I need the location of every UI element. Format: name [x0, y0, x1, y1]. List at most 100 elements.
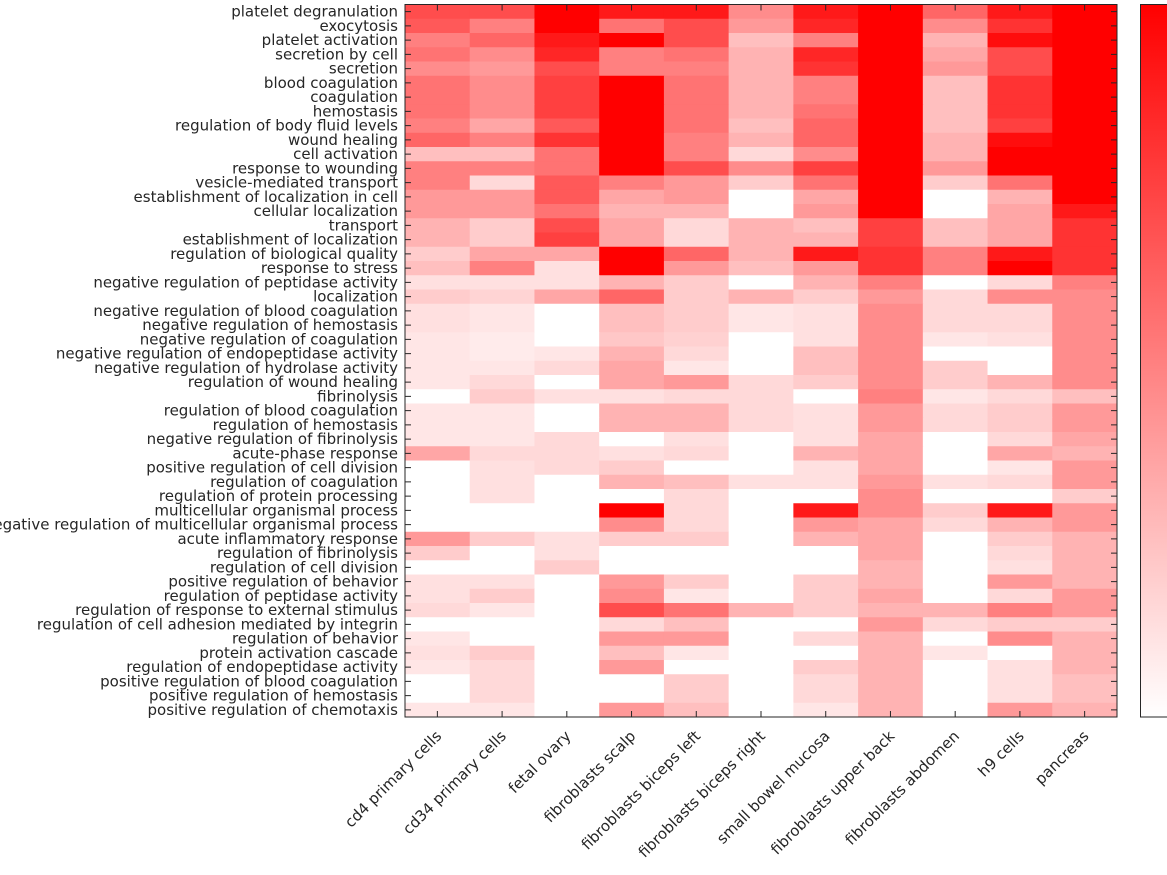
heatmap-cell [599, 503, 665, 518]
heatmap-cell [858, 660, 924, 675]
heatmap-cell [599, 61, 665, 77]
heatmap-cell [405, 688, 471, 704]
heatmap-cell [534, 617, 600, 632]
heatmap-cell [793, 702, 859, 718]
heatmap-cell [1052, 617, 1118, 632]
heatmap-cell [987, 232, 1053, 248]
row-label: fibrinolysis [317, 387, 398, 405]
heatmap-cell [793, 546, 859, 561]
heatmap-cell [922, 688, 989, 704]
heatmap-cell [922, 204, 989, 219]
heatmap-cell [1052, 4, 1118, 20]
row-label: multicellular organismal process [154, 501, 398, 519]
heatmap-cell [922, 403, 989, 419]
heatmap-cell [728, 303, 794, 319]
heatmap-cell [599, 104, 665, 119]
heatmap-cell [858, 303, 924, 319]
row-label: establishment of localization in cell [134, 188, 398, 206]
heatmap-cell [405, 603, 471, 618]
heatmap-cell [469, 688, 535, 704]
heatmap-cell [858, 432, 924, 447]
heatmap-cell [534, 531, 600, 547]
heatmap-cell [728, 218, 794, 233]
row-label: regulation of cell division [210, 558, 398, 576]
heatmap-cell [922, 346, 989, 362]
row-label: negative regulation of coagulation [140, 330, 398, 348]
heatmap-cell [599, 318, 665, 333]
heatmap-cell [663, 218, 730, 233]
heatmap-cell [534, 603, 600, 618]
heatmap-cell [793, 660, 859, 675]
heatmap-cell [793, 403, 859, 419]
heatmap-cell [728, 546, 794, 561]
heatmap-cell [728, 403, 794, 419]
heatmap-cell [663, 332, 730, 347]
heatmap-cell [469, 332, 535, 347]
heatmap-cell [599, 232, 665, 248]
heatmap-cell [599, 446, 665, 461]
heatmap-cell [793, 603, 859, 618]
heatmap-cell [1052, 688, 1118, 704]
heatmap-cell [1052, 33, 1118, 48]
heatmap-cell [728, 332, 794, 347]
heatmap-cell [858, 702, 924, 718]
heatmap-cell [987, 688, 1053, 704]
heatmap-cell [987, 631, 1053, 647]
heatmap-cell [987, 403, 1053, 419]
heatmap-cell [534, 360, 600, 376]
heatmap-cell [728, 246, 794, 262]
plot-frame [404, 4, 1118, 718]
row-label: coagulation [310, 88, 398, 106]
heatmap-cell [405, 318, 471, 333]
heatmap-cell [987, 417, 1053, 433]
heatmap-cell [663, 574, 730, 590]
heatmap-cell [1052, 189, 1118, 205]
heatmap-cell [663, 18, 730, 34]
heatmap-cell [534, 118, 600, 134]
heatmap-cell [405, 104, 471, 119]
heatmap-cell [728, 90, 794, 105]
heatmap-cell [922, 560, 989, 575]
heatmap-cell [793, 147, 859, 162]
heatmap-cell [987, 389, 1053, 404]
heatmap-cell [1052, 660, 1118, 675]
heatmap-cell [858, 346, 924, 362]
heatmap-cell [793, 261, 859, 276]
heatmap-cell [922, 118, 989, 134]
heatmap-cell [405, 61, 471, 77]
heatmap-cell [534, 474, 600, 490]
heatmap-cell [599, 546, 665, 561]
heatmap-cell [922, 631, 989, 647]
heatmap-cell [793, 560, 859, 575]
heatmap-cell [469, 617, 535, 632]
heatmap-cell [469, 161, 535, 176]
heatmap-cell [599, 289, 665, 305]
heatmap-cell [405, 674, 471, 689]
column-label: h9 cells [974, 727, 1027, 780]
heatmap-cell [793, 61, 859, 77]
heatmap-cell [922, 61, 989, 77]
heatmap-cell [922, 132, 989, 148]
row-label: secretion by cell [275, 45, 398, 63]
heatmap-cell [858, 489, 924, 504]
heatmap-cell [469, 275, 535, 290]
heatmap-cell [663, 560, 730, 575]
heatmap-cell [858, 18, 924, 34]
heatmap-cell [1052, 346, 1118, 362]
heatmap-cell [858, 417, 924, 433]
heatmap-cell [663, 660, 730, 675]
heatmap-cell [987, 161, 1053, 176]
heatmap-cell [534, 246, 600, 262]
heatmap-cell [793, 617, 859, 632]
row-label: negative regulation of endopeptidase act… [56, 345, 398, 363]
heatmap-cell [469, 631, 535, 647]
heatmap-cell [987, 104, 1053, 119]
heatmap-cell [405, 560, 471, 575]
heatmap-cell [599, 432, 665, 447]
heatmap-cell [469, 289, 535, 305]
heatmap-cell [793, 175, 859, 191]
heatmap-cell [728, 432, 794, 447]
row-label: acute-phase response [232, 444, 398, 462]
row-label: regulation of peptidase activity [164, 587, 398, 605]
row-label: regulation of coagulation [210, 473, 398, 491]
